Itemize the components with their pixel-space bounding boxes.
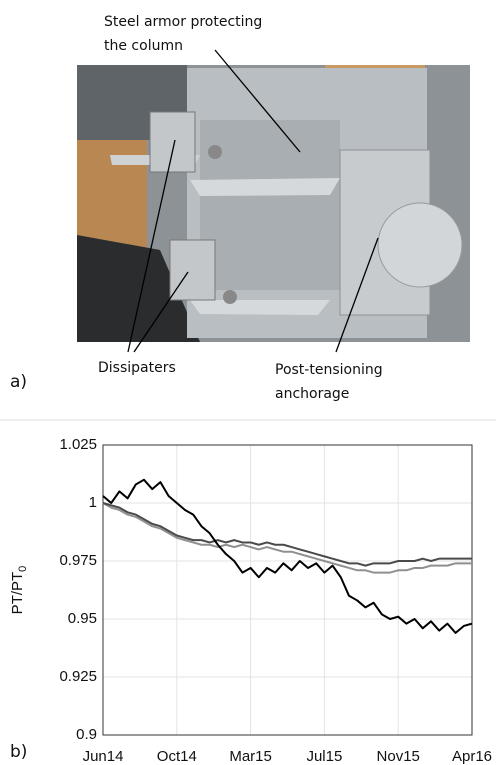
railing (77, 235, 200, 342)
bolt (223, 290, 237, 304)
leader-line (127, 139, 176, 353)
dissipater (169, 239, 216, 301)
y-tick-label: 0.9 (76, 726, 97, 743)
y-tick-label: 0.975 (59, 552, 97, 569)
y-axis-label-subscript: 0 (17, 566, 29, 572)
x-tick-label: Jun14 (83, 748, 124, 765)
anchorage (377, 202, 463, 288)
y-axis-label: PT/PT0 (9, 566, 29, 615)
steel-plate (200, 120, 340, 290)
x-tick-label: Apr16 (452, 748, 492, 765)
y-tick-label: 1.025 (59, 436, 97, 453)
x-tick-label: Oct14 (157, 748, 197, 765)
annotation: Post-tensioning (275, 362, 383, 378)
annotation: anchorage (275, 386, 349, 402)
leader-line (335, 237, 379, 353)
plot-frame (102, 444, 473, 736)
annotation: Steel armor protecting (104, 14, 262, 30)
x-tick-label: Nov15 (377, 748, 420, 765)
annotation: the column (104, 38, 183, 54)
dissipater (149, 111, 196, 173)
annotation: Dissipaters (98, 360, 176, 376)
photo: Steel armor protecting the column Dissip… (10, 14, 470, 402)
x-tick-label: Mar15 (229, 748, 272, 765)
data-line (102, 478, 473, 634)
panel-label: a) (10, 372, 27, 392)
panel-label: b) (10, 742, 27, 762)
flange (190, 300, 330, 315)
y-tick-label: 1 (89, 494, 97, 511)
leader-line (133, 271, 189, 353)
x-tick-label: Jul15 (306, 748, 342, 765)
y-tick-label: 0.925 (59, 668, 97, 685)
bolt (208, 145, 222, 159)
data-line (102, 502, 472, 567)
leader-line (214, 49, 301, 153)
plot: 0.9 0.925 0.95 0.975 1 1.025 Jun14 Oct14 Mar15 Ju… (59, 436, 492, 765)
y-tick-label: 0.95 (68, 610, 97, 627)
y-axis-label-text: PT/PT (9, 572, 26, 615)
flange (190, 178, 340, 196)
data-line (102, 502, 472, 574)
